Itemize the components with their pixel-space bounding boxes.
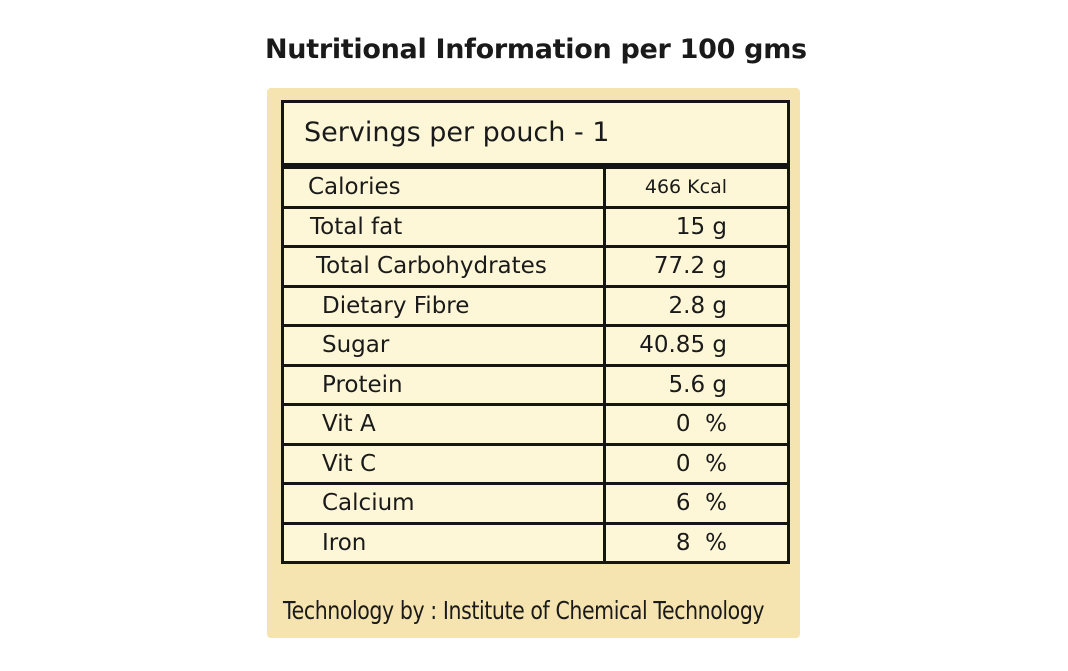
row: Total Carbohydrates 77.2 g: [281, 245, 790, 288]
row: Protein 5.6 g: [281, 363, 790, 406]
nutrient: Calories: [281, 166, 606, 209]
row: Calcium 6 %: [281, 482, 790, 525]
footer-credit: Technology by : Institute of Chemical Te…: [283, 596, 765, 625]
row: Calories 466 Kcal: [281, 166, 790, 209]
row: Sugar 40.85 g: [281, 324, 790, 367]
amount: 40.85 g: [603, 324, 790, 367]
title: Nutritional Information per 100 gms: [265, 34, 807, 65]
amount: 77.2 g: [603, 245, 790, 288]
amount: 0 %: [603, 442, 790, 485]
amount: 15 g: [603, 205, 790, 248]
nutrient: Vit C: [281, 442, 606, 485]
amount: 2.8 g: [603, 284, 790, 327]
servings-text: Servings per pouch - 1: [304, 117, 610, 148]
nutrient: Calcium: [281, 482, 606, 525]
amount: 0 %: [603, 403, 790, 446]
amount: 466 Kcal: [603, 166, 790, 209]
amount: 5.6 g: [603, 363, 790, 406]
amount: 6 %: [603, 482, 790, 525]
nutrient: Protein: [281, 363, 606, 406]
nutrition-table: Calories 466 Kcal Total fat 15 g Total Car…: [281, 166, 790, 564]
nutrient: Total Carbohydrates: [281, 245, 606, 288]
servings-cell: Servings per pouch - 1: [281, 100, 790, 166]
nutrient: Total fat: [281, 205, 606, 248]
row: Total fat 15 g: [281, 205, 790, 248]
nutrient: Dietary Fibre: [281, 284, 606, 327]
nutrient: Iron: [281, 521, 606, 564]
nutrient: Sugar: [281, 324, 606, 367]
nutrient: Vit A: [281, 403, 606, 446]
row: Dietary Fibre 2.8 g: [281, 284, 790, 327]
row: Iron 8 %: [281, 521, 790, 564]
amount: 8 %: [603, 521, 790, 564]
